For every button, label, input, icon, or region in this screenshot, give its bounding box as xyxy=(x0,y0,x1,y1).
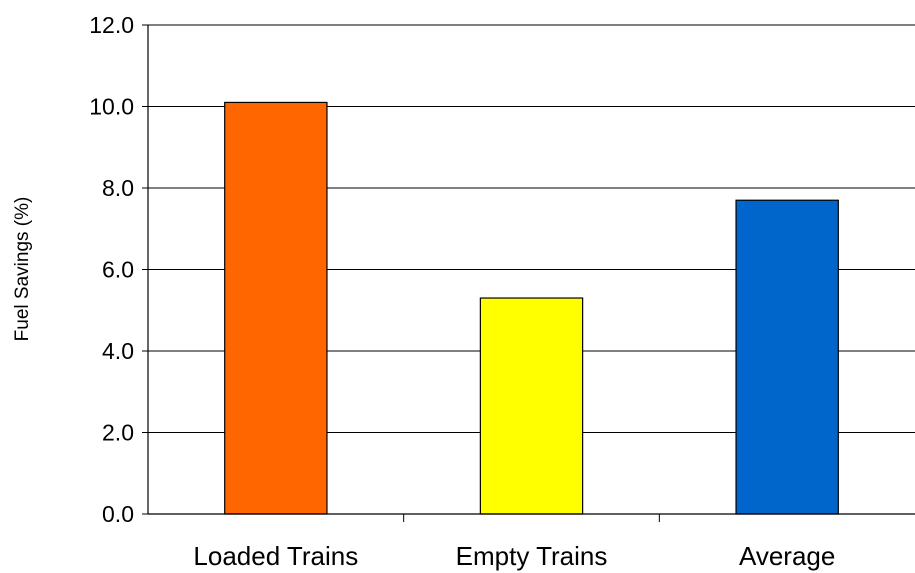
y-tick-label: 8.0 xyxy=(102,175,134,201)
y-axis-title: Fuel Savings (%) xyxy=(12,197,33,342)
x-tick-label: Empty Trains xyxy=(456,541,608,571)
bar-average xyxy=(735,199,839,515)
x-tick-label: Average xyxy=(739,541,835,571)
y-tick-label: 0.0 xyxy=(102,501,134,527)
bars xyxy=(224,101,839,515)
bar-loaded-trains xyxy=(224,101,328,515)
x-tick-labels: Loaded Trains Empty Trains Average xyxy=(193,514,835,571)
y-tick-label: 4.0 xyxy=(102,338,134,364)
y-tick-label: 6.0 xyxy=(102,257,134,283)
y-tick-labels: 0.0 2.0 4.0 6.0 8.0 10.0 12.0 xyxy=(89,12,148,527)
bar-empty-trains xyxy=(479,297,584,515)
y-tick-label: 10.0 xyxy=(89,94,134,120)
x-tick-label: Loaded Trains xyxy=(193,541,358,571)
y-tick-label: 2.0 xyxy=(102,420,134,446)
y-tick-label: 12.0 xyxy=(89,12,134,38)
